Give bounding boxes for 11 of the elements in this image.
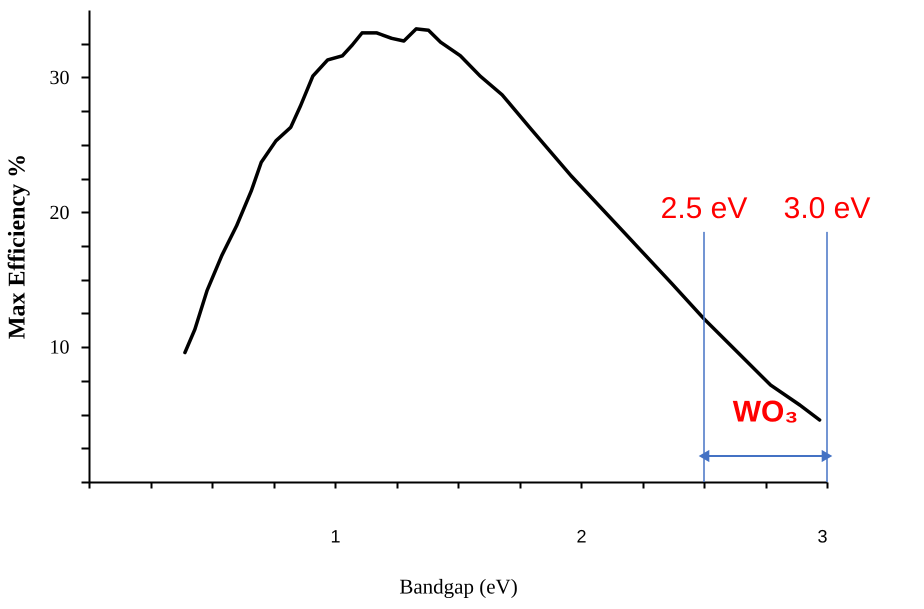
annotation: WO₃: [732, 396, 798, 429]
x-tick-label: 1: [330, 526, 341, 546]
ref-line-label: 3.0 eV: [784, 192, 870, 225]
x-axis-title: Bandgap (eV): [399, 574, 518, 598]
y-tick-label: 10: [50, 336, 70, 359]
x-tick-label: 2: [576, 526, 587, 546]
y-axis-title: Max Efficiency %: [4, 154, 30, 340]
x-tick-label: 3: [817, 526, 828, 546]
ref-line-label: 2.5 eV: [660, 192, 748, 225]
y-tick-label: 30: [50, 66, 70, 89]
y-tick-label: 20: [50, 202, 70, 224]
